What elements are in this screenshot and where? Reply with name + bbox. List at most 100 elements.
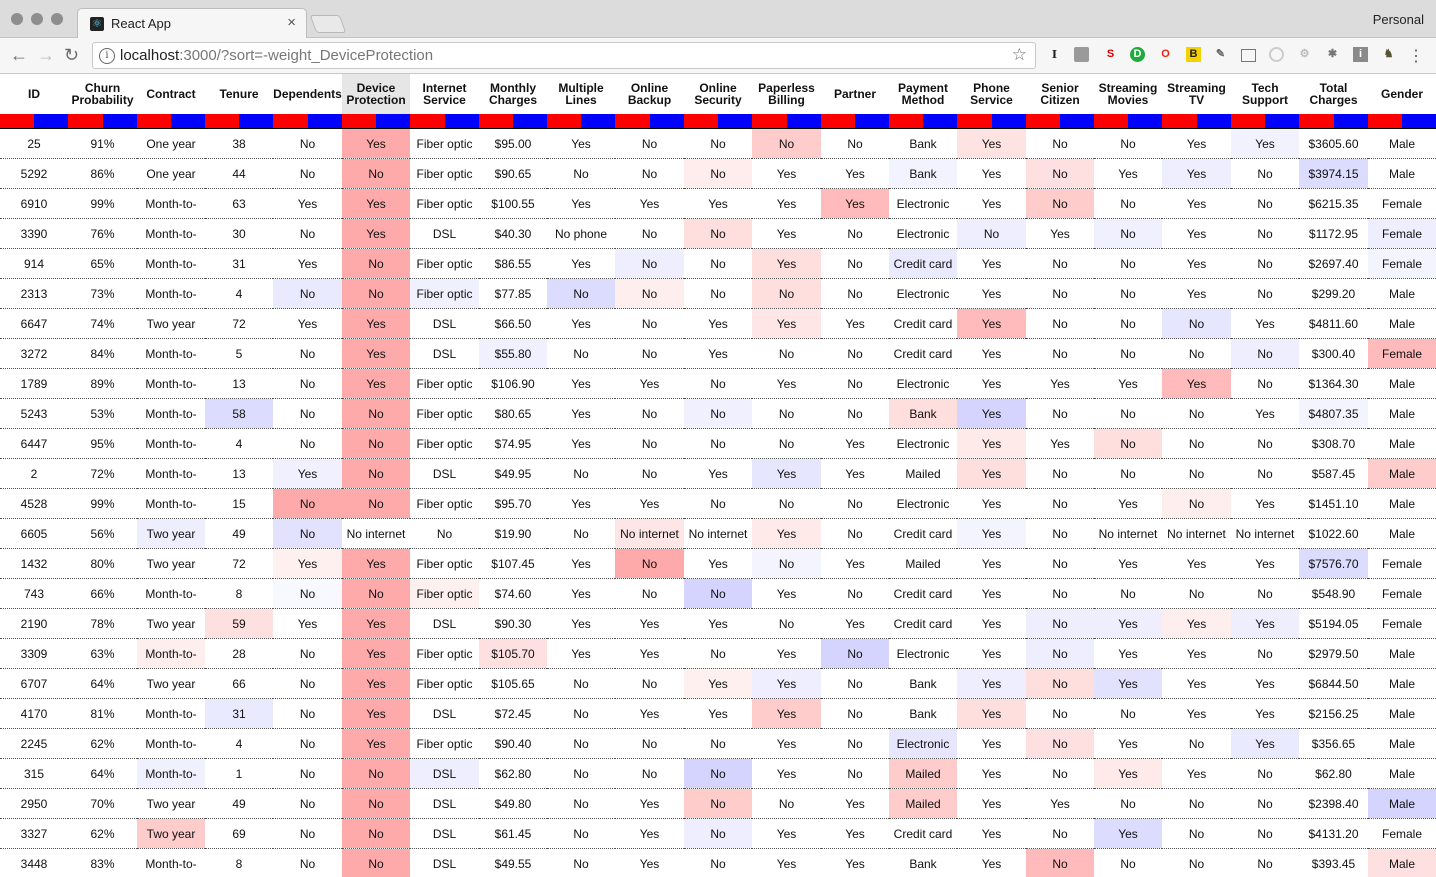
weight-bar-blue[interactable] bbox=[1128, 114, 1162, 128]
weight-bar-tech-support[interactable] bbox=[1231, 114, 1299, 129]
extension-figure-icon[interactable]: ♞ bbox=[1383, 48, 1394, 60]
weight-bar-red[interactable] bbox=[684, 114, 718, 128]
weight-bar-blue[interactable] bbox=[991, 114, 1026, 128]
weight-bar-blue[interactable] bbox=[171, 114, 205, 128]
extension-d-icon[interactable]: D bbox=[1130, 47, 1145, 62]
minimize-window-button[interactable] bbox=[31, 13, 43, 25]
weight-bar-red[interactable] bbox=[615, 114, 650, 128]
weight-bar-blue[interactable] bbox=[1265, 114, 1299, 128]
weight-bar-senior-citizen[interactable] bbox=[1026, 114, 1094, 129]
weight-bar-blue[interactable] bbox=[1402, 114, 1436, 128]
weight-bar-id[interactable] bbox=[0, 114, 68, 129]
extension-s-icon[interactable]: S bbox=[1106, 48, 1115, 60]
weight-bar-blue[interactable] bbox=[102, 114, 137, 128]
column-header-id[interactable]: ID bbox=[28, 87, 40, 101]
weight-bar-red[interactable] bbox=[479, 114, 513, 128]
weight-bar-blue[interactable] bbox=[786, 114, 821, 128]
close-window-button[interactable] bbox=[11, 13, 23, 25]
browser-tab[interactable]: ⚛ React App × bbox=[77, 8, 307, 39]
column-header-tech-support[interactable]: Tech Support bbox=[1242, 81, 1288, 107]
gear-icon[interactable]: ⚙ bbox=[1299, 48, 1310, 60]
pin-icon[interactable]: ✎ bbox=[1215, 48, 1226, 60]
weight-bar-red[interactable] bbox=[957, 114, 992, 128]
weight-bar-blue[interactable] bbox=[855, 114, 889, 128]
weight-bar-red[interactable] bbox=[205, 114, 239, 128]
column-header-internet-service[interactable]: Internet Service bbox=[422, 81, 467, 107]
maximize-window-button[interactable] bbox=[51, 13, 63, 25]
browser-menu-icon[interactable]: ⋮ bbox=[1408, 48, 1424, 65]
weight-bar-blue[interactable] bbox=[307, 114, 342, 128]
weight-bar-online-backup[interactable] bbox=[615, 114, 684, 129]
bookmark-star-icon[interactable]: ☆ bbox=[1011, 45, 1027, 64]
weight-bar-red[interactable] bbox=[821, 114, 855, 128]
weight-bar-red[interactable] bbox=[273, 114, 308, 128]
extension-circle-icon[interactable] bbox=[1269, 47, 1284, 62]
weight-bar-red[interactable] bbox=[889, 114, 923, 128]
address-bar[interactable]: i localhost:3000/?sort=-weight_DevicePro… bbox=[92, 42, 1036, 69]
column-header-online-security[interactable]: Online Security bbox=[694, 81, 742, 107]
profile-label[interactable]: Personal bbox=[1372, 12, 1424, 27]
camera-icon[interactable] bbox=[1074, 47, 1089, 62]
weight-bar-red[interactable] bbox=[547, 114, 581, 128]
weight-bar-blue[interactable] bbox=[34, 114, 68, 128]
weight-bar-red[interactable] bbox=[1162, 114, 1197, 128]
weight-bar-phone-service[interactable] bbox=[957, 114, 1026, 129]
forward-arrow-icon[interactable]: → bbox=[37, 45, 55, 65]
weight-bar-dependents[interactable] bbox=[273, 114, 342, 129]
column-header-senior-citizen[interactable]: Senior Citizen bbox=[1040, 81, 1080, 107]
column-header-device-protection[interactable]: Device Protection bbox=[342, 74, 410, 114]
column-header-partner[interactable]: Partner bbox=[833, 87, 877, 101]
column-header-dependents[interactable]: Dependents bbox=[273, 87, 342, 101]
weight-bar-contract[interactable] bbox=[137, 114, 205, 129]
cast-icon[interactable] bbox=[1241, 49, 1256, 62]
weight-bar-red[interactable] bbox=[1368, 114, 1402, 128]
column-header-online-backup[interactable]: Online Backup bbox=[627, 81, 672, 107]
weight-bar-partner[interactable] bbox=[821, 114, 889, 129]
weight-bar-red[interactable] bbox=[68, 114, 103, 128]
extension-b-icon[interactable]: B bbox=[1186, 47, 1201, 62]
back-arrow-icon[interactable]: ← bbox=[10, 45, 28, 65]
info-icon[interactable]: i bbox=[99, 48, 115, 64]
weight-bar-blue[interactable] bbox=[923, 114, 957, 128]
new-tab-button[interactable] bbox=[309, 15, 347, 33]
column-header-contract[interactable]: Contract bbox=[146, 87, 196, 101]
weight-bar-red[interactable] bbox=[752, 114, 787, 128]
column-header-gender[interactable]: Gender bbox=[1380, 87, 1423, 101]
weight-bar-blue[interactable] bbox=[649, 114, 684, 128]
weight-bar-multiple-lines[interactable] bbox=[547, 114, 615, 129]
weight-bar-red[interactable] bbox=[410, 114, 445, 128]
column-header-multiple-lines[interactable]: Multiple Lines bbox=[558, 81, 604, 107]
weight-bar-tenure[interactable] bbox=[205, 114, 273, 129]
weight-bar-paperless-billing[interactable] bbox=[752, 114, 821, 129]
weight-bar-red[interactable] bbox=[1026, 114, 1060, 128]
column-header-phone-service[interactable]: Phone Service bbox=[970, 81, 1013, 107]
weight-bar-streaming-tv[interactable] bbox=[1162, 114, 1231, 129]
opera-icon[interactable]: O bbox=[1161, 48, 1170, 60]
weight-bar-online-security[interactable] bbox=[684, 114, 752, 129]
weight-bar-churn-probability[interactable] bbox=[68, 114, 137, 129]
weight-bar-gender[interactable] bbox=[1368, 114, 1436, 129]
weight-bar-red[interactable] bbox=[0, 114, 34, 128]
weight-bar-total-charges[interactable] bbox=[1299, 114, 1368, 129]
weight-bar-internet-service[interactable] bbox=[410, 114, 479, 129]
extension-info-icon[interactable]: i bbox=[1353, 47, 1368, 62]
weight-bar-blue[interactable] bbox=[376, 114, 410, 128]
weight-bar-blue[interactable] bbox=[444, 114, 479, 128]
column-header-total-charges[interactable]: Total Charges bbox=[1309, 81, 1358, 107]
weight-bar-red[interactable] bbox=[1231, 114, 1265, 128]
column-header-payment-method[interactable]: Payment Method bbox=[897, 81, 949, 107]
weight-bar-blue[interactable] bbox=[1060, 114, 1094, 128]
column-header-monthly-charges[interactable]: Monthly Charges bbox=[488, 81, 538, 107]
weight-bar-blue[interactable] bbox=[1333, 114, 1368, 128]
column-header-paperless-billing[interactable]: Paperless Billing bbox=[758, 81, 815, 107]
weight-bar-blue[interactable] bbox=[718, 114, 752, 128]
weight-bar-device-protection[interactable] bbox=[342, 114, 410, 129]
close-tab-icon[interactable]: × bbox=[287, 14, 296, 31]
column-header-tenure[interactable]: Tenure bbox=[219, 87, 259, 101]
weight-bar-red[interactable] bbox=[137, 114, 171, 128]
weight-bar-blue[interactable] bbox=[513, 114, 547, 128]
bug-icon[interactable]: ✱ bbox=[1327, 48, 1338, 60]
weight-bar-red[interactable] bbox=[1299, 114, 1334, 128]
column-header-churn-probability[interactable]: Churn Probability bbox=[71, 81, 134, 107]
weight-bar-red[interactable] bbox=[342, 114, 376, 128]
